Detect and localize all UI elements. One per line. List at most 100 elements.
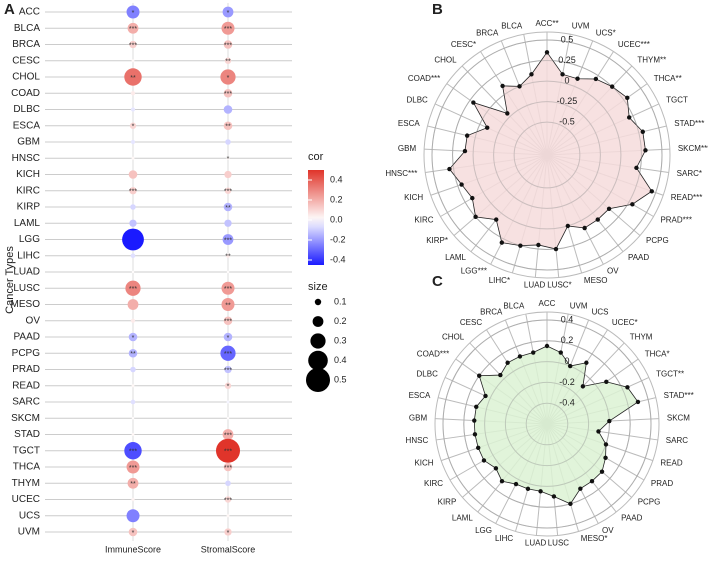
category-label: OV [602, 526, 614, 535]
radial-grid-overlay [463, 340, 631, 508]
category-label: HNSC*** [385, 169, 417, 178]
dot [127, 22, 139, 34]
radar-point [595, 217, 600, 222]
category-label: THCA** [654, 74, 682, 83]
significance-label: ** [225, 302, 231, 309]
y-axis-label: Cancer Types [4, 246, 16, 314]
category-label: PAAD [628, 253, 649, 262]
dot [225, 480, 231, 487]
dot [223, 40, 233, 49]
category-label: HNSC [406, 436, 429, 445]
radial-grid-overlay [431, 39, 663, 271]
radar-point [472, 418, 477, 423]
radar-point [593, 76, 599, 82]
radial-tick-label: -0.4 [559, 398, 575, 408]
significance-label: * [227, 335, 230, 342]
radar-point [625, 385, 630, 390]
y-tick-label: BRCA [12, 39, 40, 50]
radar-point [473, 214, 478, 220]
significance-label: *** [224, 286, 232, 293]
category-label: KICH [414, 458, 433, 467]
significance-label: * [132, 124, 135, 131]
significance-label: ** [225, 59, 231, 66]
dot [128, 170, 138, 179]
significance-label: * [227, 156, 230, 163]
y-tick-label: LIHC [17, 250, 40, 261]
radar-area [473, 345, 639, 505]
category-label: SKCM*** [678, 144, 708, 153]
y-tick-label: LUSC [13, 283, 40, 294]
category-label: SARC [666, 436, 688, 445]
category-label: LUSC* [547, 281, 571, 290]
category-label: ACC [539, 299, 556, 308]
dot [223, 332, 233, 342]
category-label: THCA* [645, 350, 670, 359]
radar-point [476, 445, 481, 451]
panel-label: A [4, 1, 15, 18]
radar-point [499, 240, 505, 245]
radial-tick-label: -0.5 [559, 117, 575, 127]
significance-label: * [227, 530, 230, 537]
radar-point [517, 84, 522, 89]
colorbar [308, 170, 324, 265]
category-label: UVM [570, 301, 588, 310]
radial-grid-overlay [513, 121, 581, 189]
category-label: COAD*** [417, 350, 449, 359]
dot [130, 91, 136, 96]
dot [224, 57, 232, 64]
radar-point [603, 455, 608, 460]
dot [129, 40, 137, 49]
size-legend-label: 0.5 [334, 374, 347, 384]
category-label: THYM** [637, 55, 666, 64]
x-tick-label: ImmuneScore [105, 544, 161, 554]
radar-point [558, 350, 563, 355]
radar-point [518, 243, 523, 248]
dot [129, 219, 137, 227]
dot [221, 298, 235, 311]
radial-tick-label: 0 [564, 75, 569, 85]
dot [125, 280, 141, 296]
y-tick-label: UVM [18, 527, 40, 538]
y-tick-label: OV [26, 315, 41, 326]
radar-point [447, 166, 452, 172]
dot [223, 88, 233, 98]
radar-point [474, 404, 479, 410]
dot [127, 299, 139, 310]
size-legend-title: size [308, 281, 328, 293]
radial-grid-overlay [504, 381, 590, 467]
colorbar-tick-label: -0.4 [330, 254, 346, 264]
significance-label: *** [224, 351, 232, 358]
radial-tick-label: -0.2 [559, 377, 575, 387]
y-tick-label: LAML [14, 218, 41, 229]
significance-label: *** [129, 465, 137, 472]
radial-grid-overlay [472, 80, 622, 230]
radar-point [544, 343, 550, 349]
category-label: PAAD [621, 513, 642, 522]
radial-grid-overlay [493, 101, 601, 209]
dot [216, 438, 240, 463]
category-label: BRCA [476, 28, 499, 37]
category-label: STAD*** [664, 391, 694, 400]
category-label: SKCM [667, 413, 690, 422]
category-label: LAML [445, 253, 466, 262]
radar-point [464, 133, 470, 138]
category-label: KIRC [424, 479, 443, 488]
category-label: UCEC* [612, 318, 638, 327]
radial-tick-label: -0.25 [557, 96, 578, 106]
radar-area [448, 51, 653, 250]
significance-label: *** [224, 91, 232, 98]
significance-label: *** [224, 449, 232, 456]
significance-label: *** [224, 189, 232, 196]
dot [130, 366, 136, 373]
panel-label: C [432, 273, 443, 290]
radar-point [630, 202, 635, 207]
radar-point [485, 125, 490, 130]
y-tick-label: PAAD [14, 332, 41, 343]
category-label: LUAD [525, 539, 547, 548]
significance-label: ** [225, 205, 231, 212]
radar-point [606, 206, 612, 211]
panel-label: B [432, 1, 443, 18]
category-label: UVM [572, 21, 590, 30]
category-label: CESC* [451, 40, 476, 49]
